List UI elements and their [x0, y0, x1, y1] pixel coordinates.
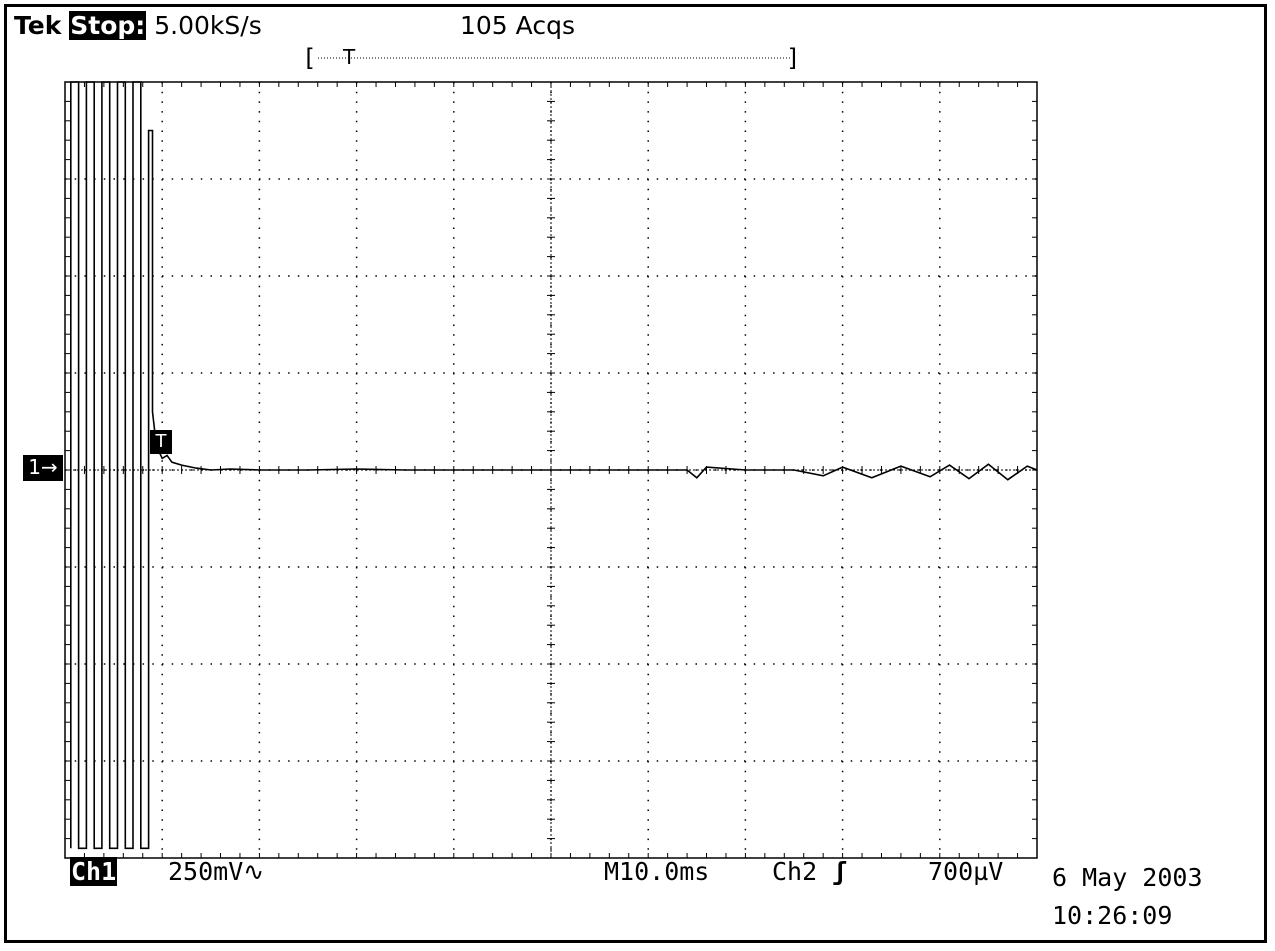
time-readout: 10:26:09 — [1052, 901, 1173, 930]
record-window-bracket: [ ] T — [302, 44, 800, 72]
trigger-source-group: Ch2 ʃ — [772, 858, 847, 886]
footer-channel-group: Ch1 — [70, 857, 118, 886]
ac-coupling-icon: ∿ — [243, 857, 265, 886]
volts-per-div-readout: 250mV — [168, 857, 244, 886]
screen-frame — [4, 4, 1267, 943]
sample-rate-readout: 5.00kS/s — [154, 11, 262, 40]
record-window-trigger-label: T — [342, 45, 356, 69]
trigger-source-readout: Ch2 — [772, 857, 818, 886]
acquisitions-readout: 105 Acqs — [460, 11, 575, 40]
run-state-badge: Stop: — [69, 11, 147, 40]
waveform-trace — [70, 81, 1038, 850]
series-1-line — [70, 81, 1038, 850]
svg-text:]: ] — [786, 44, 800, 72]
date-readout: 6 May 2003 — [1052, 863, 1203, 892]
channel-label: Ch1 — [70, 857, 118, 886]
brand-label: Tek — [14, 11, 62, 40]
vertical-scale-group: 250mV∿ — [168, 858, 264, 886]
trigger-level-readout: 700µV — [928, 857, 1004, 886]
trigger-level-marker: T — [150, 430, 172, 454]
rising-edge-icon: ʃ — [832, 857, 848, 886]
header-bar: Tek Stop: 5.00kS/s — [14, 11, 262, 40]
timebase-readout: M10.0ms — [604, 857, 710, 886]
svg-text:[: [ — [302, 44, 316, 72]
channel-1-ground-marker: 1→ — [23, 455, 63, 481]
